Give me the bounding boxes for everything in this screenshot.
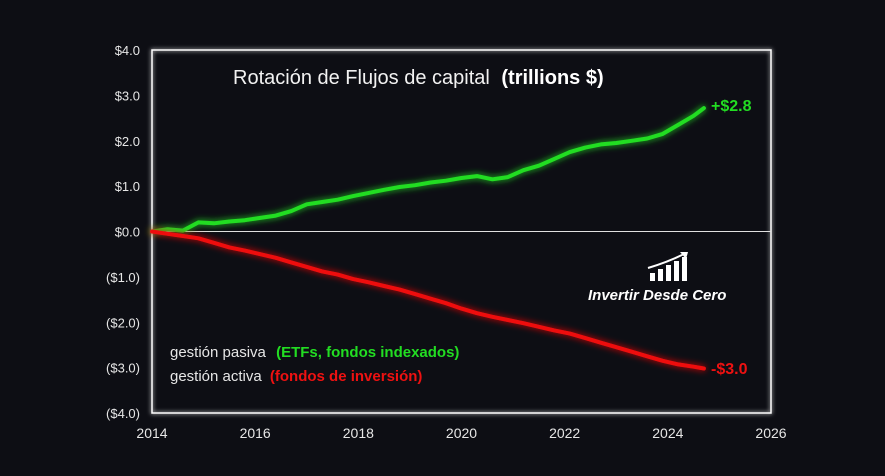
legend-item-active: gestión activa (fondos de inversión): [170, 368, 422, 385]
brand-name: Invertir Desde Cero: [588, 287, 726, 304]
y-tick-label: ($3.0): [106, 361, 140, 376]
series-line-passive: [150, 106, 706, 234]
y-tick-label: ($4.0): [106, 406, 140, 421]
series-end-label-active: -$3.0: [711, 361, 748, 378]
chart-title-unit: (trillions $): [501, 67, 603, 89]
x-tick-label: 2018: [343, 425, 374, 441]
chart-title-main: Rotación de Flujos de capital: [233, 67, 490, 89]
legend-label-passive: gestión pasiva: [170, 344, 267, 361]
x-tick-label: 2024: [652, 425, 683, 441]
x-tick-label: 2016: [240, 425, 271, 441]
legend-label-active: gestión activa: [170, 368, 262, 385]
chart-title: Rotación de Flujos de capital (trillions…: [233, 67, 604, 89]
legend-item-passive: gestión pasiva (ETFs, fondos indexados): [170, 344, 459, 361]
y-tick-label: $4.0: [115, 43, 140, 58]
x-tick-label: 2022: [549, 425, 580, 441]
y-tick-label: ($2.0): [106, 315, 140, 330]
x-tick-label: 2026: [755, 425, 786, 441]
x-tick-label: 2014: [136, 425, 167, 441]
x-tick-label: 2020: [446, 425, 477, 441]
y-tick-label: $2.0: [115, 134, 140, 149]
legend-detail-active: (fondos de inversión): [270, 368, 423, 385]
legend-detail-passive: (ETFs, fondos indexados): [276, 344, 459, 361]
y-tick-label: $3.0: [115, 88, 140, 103]
y-tick-label: ($1.0): [106, 270, 140, 285]
y-tick-label: $0.0: [115, 225, 140, 240]
series-end-label-passive: +$2.8: [711, 98, 752, 115]
series-line-active: [150, 229, 706, 371]
brand-logo: Invertir Desde Cero: [588, 252, 726, 304]
bar-chart-growth-icon: [647, 252, 688, 281]
y-tick-label: $1.0: [115, 179, 140, 194]
